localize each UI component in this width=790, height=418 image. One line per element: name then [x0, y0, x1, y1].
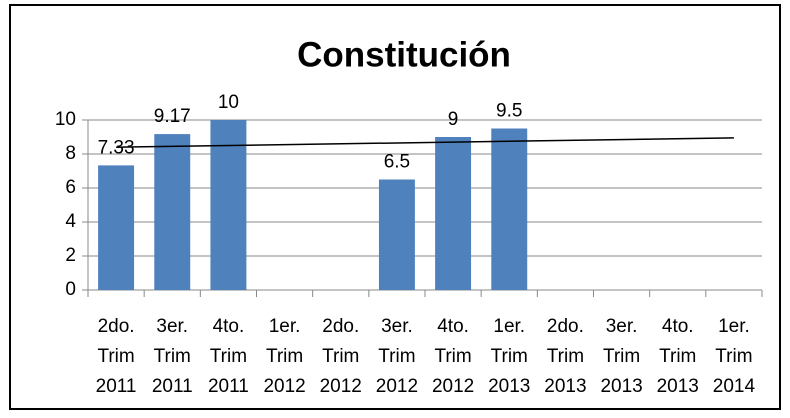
- x-tick-label: 2013: [657, 376, 699, 397]
- x-tick-label: 2013: [544, 376, 586, 397]
- x-tick-label: 2013: [600, 376, 642, 397]
- x-tick-label: 2012: [376, 376, 418, 397]
- y-tick-label: 10: [55, 109, 76, 130]
- bar: [154, 134, 191, 290]
- y-tick-label: 8: [65, 143, 76, 164]
- x-tick-label: 4to.: [213, 316, 245, 337]
- trendline: [116, 137, 734, 148]
- x-tick-label: 3er.: [606, 316, 638, 337]
- x-tick-label: 2do.: [547, 316, 584, 337]
- x-tick-label: 3er.: [156, 316, 188, 337]
- x-tick-label: 2013: [488, 376, 530, 397]
- y-tick-label: 2: [65, 245, 76, 266]
- x-tick-label: 2do.: [322, 316, 359, 337]
- data-label: 9.5: [496, 101, 522, 122]
- x-tick-label: Trim: [603, 346, 640, 367]
- x-tick-label: 4to.: [437, 316, 469, 337]
- x-tick-label: 3er.: [381, 316, 413, 337]
- x-tick-label: 1er.: [718, 316, 750, 337]
- y-tick-label: 0: [65, 279, 76, 300]
- x-tick-label: Trim: [659, 346, 696, 367]
- bar: [210, 120, 247, 290]
- data-label: 10: [218, 92, 239, 113]
- x-tick-label: 1er.: [269, 316, 301, 337]
- x-tick-label: 2do.: [98, 316, 135, 337]
- data-label: 7.33: [98, 137, 135, 158]
- x-tick-label: 1er.: [493, 316, 525, 337]
- bar: [98, 165, 135, 290]
- x-tick-label: 2011: [208, 376, 249, 397]
- bar: [435, 137, 472, 290]
- x-tick-label: 2014: [713, 376, 756, 397]
- x-tick-label: Trim: [378, 346, 415, 367]
- x-tick-label: Trim: [547, 346, 584, 367]
- x-tick-label: 2012: [432, 376, 474, 397]
- y-tick-label: 4: [65, 211, 76, 232]
- x-tick-label: Trim: [210, 346, 247, 367]
- x-tick-label: Trim: [322, 346, 359, 367]
- data-label: 6.5: [384, 152, 410, 173]
- x-tick-label: 2012: [263, 376, 305, 397]
- bar: [491, 128, 528, 290]
- chart-title: Constitución: [297, 35, 511, 74]
- x-tick-label: 4to.: [662, 316, 694, 337]
- x-tick-label: Trim: [491, 346, 528, 367]
- bar: [378, 179, 415, 290]
- y-tick-label: 6: [65, 177, 76, 198]
- x-tick-label: Trim: [97, 346, 134, 367]
- x-tick-label: Trim: [266, 346, 303, 367]
- x-tick-label: Trim: [154, 346, 191, 367]
- x-tick-label: Trim: [715, 346, 752, 367]
- data-label: 9: [448, 109, 459, 130]
- x-tick-label: 2012: [320, 376, 362, 397]
- x-tick-label: 2011: [152, 376, 193, 397]
- x-tick-label: Trim: [434, 346, 471, 367]
- data-label: 9.17: [154, 106, 191, 127]
- x-tick-label: 2011: [96, 376, 137, 397]
